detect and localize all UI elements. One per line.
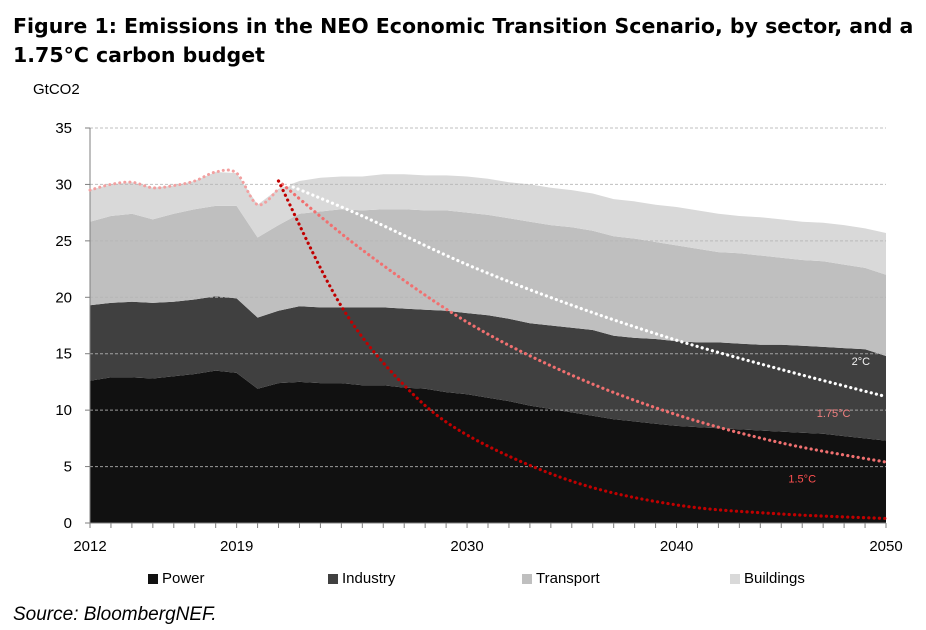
y-tick-label-5: 5: [64, 459, 72, 476]
x-tick-label-2050: 2050: [869, 538, 902, 555]
y-tick-label-35: 35: [55, 120, 72, 137]
area-industry: [90, 296, 886, 441]
legend-swatch-buildings: [730, 573, 740, 584]
y-tick-label-0: 0: [64, 515, 72, 532]
historical-outline: [88, 168, 280, 207]
legend-swatch-power: [148, 573, 158, 584]
y-axis-label: GtCO2: [33, 81, 80, 98]
x-tick-label-2019: 2019: [220, 538, 253, 555]
legend-swatch-industry: [328, 573, 338, 584]
y-tick-label-15: 15: [55, 346, 72, 363]
source-note: Source: BloombergNEF.: [13, 604, 217, 625]
budget-label-15C: 1.5°C: [788, 473, 816, 485]
budget-label-2C: 2°C: [852, 356, 871, 368]
legend-item-power: Power: [148, 570, 205, 587]
legend-item-buildings: Buildings: [730, 570, 805, 587]
budget-path-2C: [276, 179, 888, 399]
y-tick-label-20: 20: [55, 289, 72, 306]
area-buildings: [90, 172, 886, 275]
y-tick-label-10: 10: [55, 402, 72, 419]
legend-swatch-transport: [522, 573, 532, 584]
legend-item-transport: Transport: [522, 570, 600, 587]
legend-label-buildings: Buildings: [744, 570, 805, 587]
chart-svg: GtCO2 0 5 10 15 20 25 30 35 2012 2019 2030 2040 2050 2…: [33, 81, 903, 555]
x-tick-label-2012: 2012: [73, 538, 106, 555]
legend-item-industry: Industry: [328, 570, 395, 587]
x-tick-label-2030: 2030: [450, 538, 483, 555]
area-transport: [90, 205, 886, 356]
legend-label-industry: Industry: [342, 570, 396, 587]
budget-path-175C: [276, 179, 888, 464]
legend-label-transport: Transport: [536, 570, 600, 587]
x-tick-label-2040: 2040: [660, 538, 693, 555]
legend: Power Industry Transport Buildings: [0, 570, 926, 592]
y-tick-label-25: 25: [55, 233, 72, 250]
budget-label-175C: 1.75°C: [817, 408, 851, 420]
y-tick-label-30: 30: [55, 176, 72, 193]
budget-path-15C: [276, 179, 888, 521]
legend-label-power: Power: [162, 570, 205, 587]
chart-title: Figure 1: Emissions in the NEO Economic …: [13, 14, 914, 67]
